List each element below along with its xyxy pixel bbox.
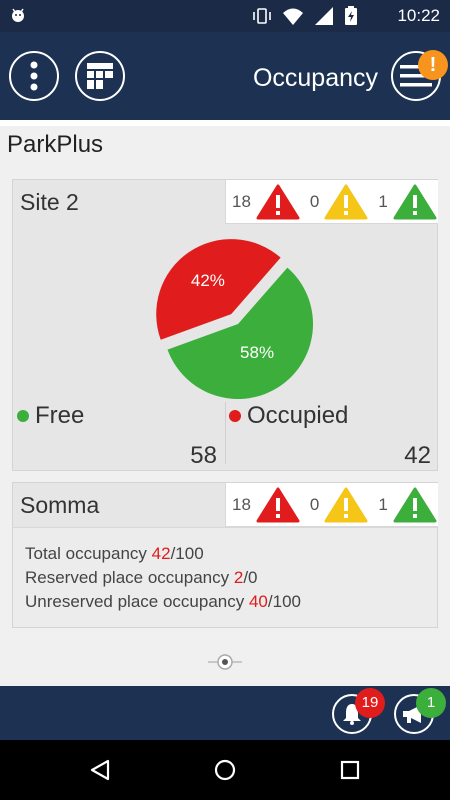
free-dot-icon (17, 410, 29, 422)
occupancy-pie-chart: 42% 58% (156, 239, 313, 399)
pie-label-free: 58% (240, 343, 274, 362)
legend-occupied: Occupied (229, 402, 348, 430)
warning-triangle-red-icon (256, 487, 300, 522)
content-header-strip (0, 120, 450, 126)
unreserved-occupancy-line: Unreserved place occupancy 40/100 (25, 590, 437, 614)
nav-recents-button[interactable] (336, 756, 364, 784)
reserved-occupancy-line: Reserved place occupancy 2/0 (25, 566, 437, 590)
reserved-occupancy-used: 2 (233, 568, 244, 587)
warning-triangle-yellow-icon (324, 487, 368, 522)
hamburger-icon (400, 65, 432, 87)
pie-slice-occupied (156, 239, 281, 340)
grid-layout-icon (87, 63, 113, 89)
organization-name: ParkPlus (7, 131, 104, 158)
page-title: Occupancy (252, 64, 378, 92)
alarm-critical[interactable]: 18 (232, 487, 300, 523)
legend-free-label: Free (35, 402, 85, 429)
occupancy-summary: Total occupancy 42/100 Reserved place oc… (13, 527, 437, 627)
overflow-menu-button[interactable] (9, 51, 59, 101)
alarm-warning-count: 0 (309, 191, 320, 211)
occupied-dot-icon (229, 410, 241, 422)
status-icons (252, 6, 358, 26)
alarm-warning-count: 0 (309, 494, 320, 514)
alarm-warning[interactable]: 0 (310, 184, 368, 220)
bottom-toolbar: 19 1 (0, 686, 450, 740)
nav-home-button[interactable] (211, 756, 239, 784)
main-content: ParkPlus Site 2 18 0 1 (0, 120, 450, 686)
summary-name: Somma (20, 492, 100, 518)
alarm-critical-count: 18 (232, 191, 251, 211)
vibrate-icon (253, 8, 271, 24)
warning-triangle-green-icon (393, 184, 437, 219)
alert-badge[interactable]: ! (418, 50, 448, 80)
alarm-info-count: 1 (378, 191, 388, 211)
android-debug-icon (12, 8, 24, 22)
site-name: Site 2 (20, 189, 79, 215)
unreserved-occupancy-capacity: /100 (267, 592, 301, 611)
summary-card[interactable]: Somma 18 0 1 (12, 482, 438, 628)
warning-triangle-red-icon (256, 184, 300, 219)
site-layout-button[interactable] (75, 51, 125, 101)
alarm-critical-count: 18 (232, 494, 251, 514)
alarm-info[interactable]: 1 (378, 184, 437, 220)
legend-occupied-label: Occupied (247, 402, 349, 429)
legend-free: Free (17, 402, 84, 430)
legend-divider (225, 402, 226, 464)
warning-triangle-yellow-icon (324, 184, 368, 219)
alarm-info[interactable]: 1 (378, 487, 437, 523)
alarm-warning[interactable]: 0 (310, 487, 368, 523)
warning-triangle-green-icon (393, 487, 437, 522)
site-card[interactable]: Site 2 18 0 1 (12, 179, 438, 471)
unreserved-occupancy-used: 40 (248, 592, 268, 611)
vertical-dots-icon (30, 61, 38, 91)
home-circle-icon (214, 759, 236, 781)
pie-label-occupied: 42% (191, 271, 225, 290)
page-indicator-icon[interactable] (208, 654, 242, 670)
system-nav-bar (0, 740, 450, 800)
total-occupancy-capacity: /100 (170, 544, 204, 563)
battery-icon (345, 6, 357, 25)
total-occupancy-used: 42 (151, 544, 171, 563)
alarm-summary[interactable]: 18 0 1 (225, 180, 438, 224)
app-bar: Occupancy ! (0, 32, 450, 120)
status-time: 10:22 (397, 6, 440, 25)
wifi-icon (283, 8, 303, 25)
recents-square-icon (340, 760, 360, 780)
back-triangle-icon (90, 759, 110, 781)
status-bar: 10:22 (0, 0, 450, 32)
free-value: 58 (190, 442, 217, 469)
total-occupancy-line: Total occupancy 42/100 (25, 542, 437, 566)
reserved-occupancy-capacity: /0 (243, 568, 258, 587)
pie-slice-free (167, 267, 313, 399)
announcements-count-badge: 1 (416, 688, 446, 718)
alarm-critical[interactable]: 18 (232, 184, 300, 220)
total-occupancy-label: Total occupancy (25, 544, 152, 563)
nav-back-button[interactable] (86, 756, 114, 784)
alarm-summary[interactable]: 18 0 1 (225, 483, 438, 527)
reserved-occupancy-label: Reserved place occupancy (25, 568, 234, 587)
occupied-value: 42 (404, 442, 431, 469)
unreserved-occupancy-label: Unreserved place occupancy (25, 592, 249, 611)
notifications-count-badge: 19 (355, 688, 385, 718)
alarm-info-count: 1 (378, 494, 388, 514)
signal-icon (315, 7, 333, 25)
